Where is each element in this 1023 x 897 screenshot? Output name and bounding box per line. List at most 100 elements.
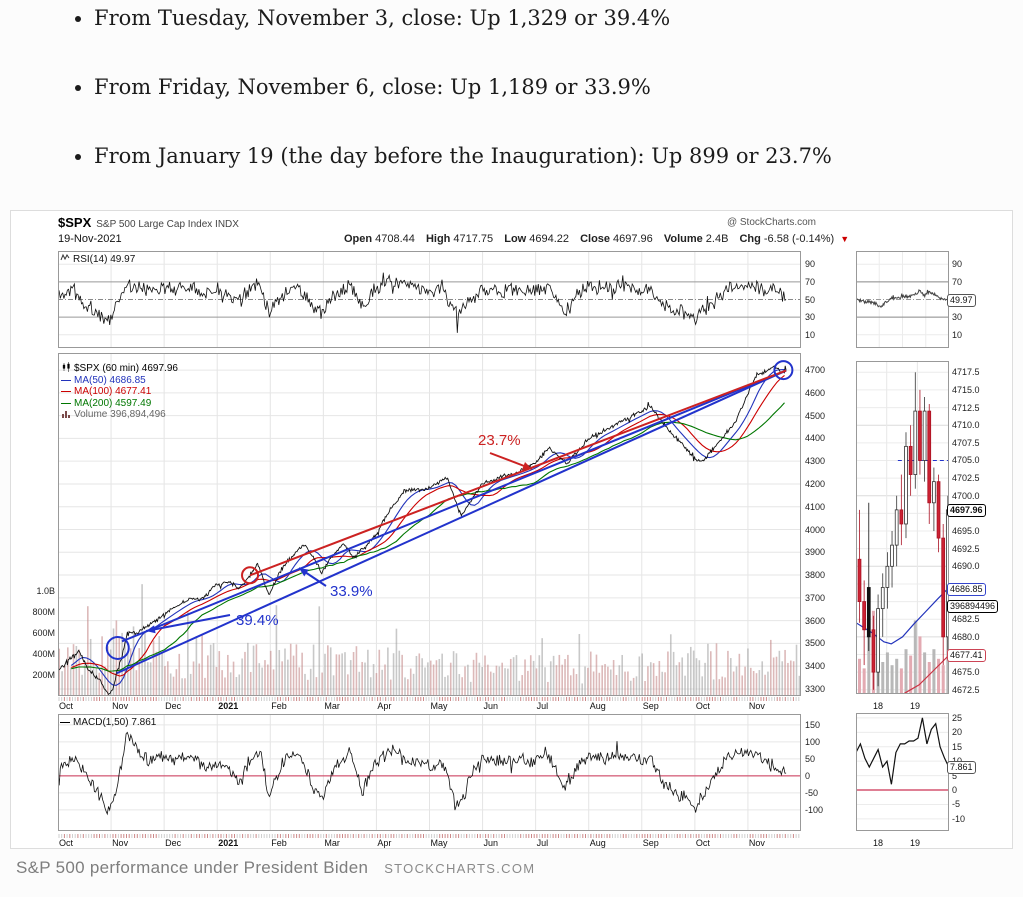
legend-label: MA(100) 4677.41 [74, 386, 152, 397]
legend-row: $SPX (60 min) 4697.96 [61, 362, 178, 376]
mini-rsi-axis-tick-label: 30 [952, 312, 963, 323]
month-axis-label: Aug [589, 838, 606, 848]
macd-legend: — MACD(1,50) 7.861 [60, 717, 156, 728]
price-value-tag: 4686.85 [947, 582, 986, 596]
mini-price-axis-tick-label: 4710.0 [952, 420, 980, 431]
bullet-item: From January 19 (the day before the Inau… [94, 142, 832, 170]
volume-axis-tick-label: 400M [32, 649, 55, 660]
mini-macd-axis-tick-label: 10 [952, 756, 962, 766]
month-axis-label: Dec [165, 701, 182, 711]
mini-price-axis-tick-label: 4690.0 [952, 561, 980, 572]
quote-label: Low [504, 233, 527, 245]
quote-label: Close [580, 233, 611, 245]
month-axis-label: May [430, 701, 448, 711]
quote-date: 19-Nov-2021 [58, 233, 122, 245]
quote-value: 2.4B [705, 233, 729, 245]
mini-macd-axis-tick-label: 25 [952, 712, 963, 723]
quote-value: -6.58 (-0.14%) [763, 233, 835, 245]
month-axis-label: Oct [59, 701, 74, 711]
caption-title: S&P 500 performance under President Bide… [16, 858, 369, 877]
bullet-item: From Tuesday, November 3, close: Up 1,32… [94, 4, 832, 32]
price-axis-tick-label: 4200 [805, 478, 826, 489]
ticker-symbol-text: $SPX [58, 215, 92, 230]
legend-row: — MA(100) 4677.41 [61, 386, 178, 398]
stock-chart: $SPX S&P 500 Large Cap Index INDX @ Stock… [10, 210, 1013, 849]
mini-macd-axis-tick-label: -5 [952, 799, 961, 810]
line-swatch: — [61, 397, 71, 409]
rsi-axis-tick-label: 50 [805, 294, 816, 305]
month-axis-label: 2021 [218, 701, 239, 711]
rsi-value-tag: 49.97 [947, 293, 976, 307]
day-axis-label: 19 [910, 838, 921, 848]
volume-axis-tick-label: 1.0B [36, 586, 55, 597]
macd-axis-tick-label: 50 [805, 753, 816, 764]
price-axis-tick-label: 3700 [805, 592, 826, 603]
rsi-axis-tick-label: 70 [805, 276, 816, 287]
volume-axis-tick-label: 200M [32, 670, 55, 681]
month-axis-label: Apr [377, 838, 392, 848]
month-axis-label: Feb [271, 701, 287, 711]
month-axis-label: Mar [324, 838, 340, 848]
price-axis-tick-label: 4500 [805, 410, 826, 421]
ohlc-quote-bar: Open 4708.44 High 4717.75 Low 4694.22 Close… [344, 233, 849, 245]
quote-label: High [425, 233, 451, 245]
mini-price-axis-tick-label: 4707.5 [952, 437, 980, 448]
month-axis-label: May [430, 838, 448, 848]
legend-label: MA(50) 4686.85 [74, 374, 146, 386]
mini-price-axis-tick-label: 4705.0 [952, 455, 980, 466]
day-axis-label: 18 [873, 701, 884, 711]
price-axis-tick-label: 4000 [805, 524, 826, 535]
price-axis-tick-label: 3600 [805, 615, 826, 626]
volume-bars-icon [61, 408, 71, 422]
legend-row: Volume 396,894,496 [61, 409, 178, 421]
quote-label: Chg [739, 233, 761, 245]
quote-value: 4694.22 [529, 233, 569, 245]
mini-price-axis-tick-label: 4680.0 [952, 631, 980, 642]
month-axis-label: Oct [695, 838, 710, 848]
candlestick-icon [61, 362, 71, 376]
month-axis-label: Apr [377, 701, 392, 711]
mini-price-axis-tick-label: 4675.0 [952, 667, 980, 678]
price-axis-tick-label: 3500 [805, 638, 826, 649]
price-axis-tick-label: 4400 [805, 433, 826, 444]
bullet-item: From Friday, November 6, close: Up 1,189… [94, 73, 832, 101]
price-value-tag: 4677.41 [947, 649, 986, 663]
mini-macd-axis-tick-label: 0 [952, 785, 958, 796]
month-axis-label: 2021 [218, 838, 239, 848]
month-axis-label: Mar [324, 701, 340, 711]
summary-bullet-list: From Tuesday, November 3, close: Up 1,32… [72, 4, 832, 211]
price-axis-tick-label: 4100 [805, 501, 826, 512]
volume-axis-tick-label: 600M [32, 628, 55, 639]
mini-macd-axis-tick-label: 15 [952, 741, 963, 752]
macd-panel [58, 714, 801, 831]
mini-price-axis-tick-label: 4672.5 [952, 684, 980, 695]
month-axis-label: Aug [589, 701, 606, 711]
price-axis-tick-label: 4700 [805, 365, 826, 376]
ticker-symbol: $SPX S&P 500 Large Cap Index INDX [58, 215, 239, 230]
month-axis-label: Nov [112, 701, 129, 711]
mini-price-axis-tick-label: 4692.5 [952, 543, 980, 554]
price-axis-tick-label: 4300 [805, 456, 826, 467]
indicator-zigzag-icon [60, 253, 70, 265]
session-tick-strip [58, 697, 800, 701]
rsi-axis-tick-label: 30 [805, 312, 816, 323]
price-panel-legend: $SPX (60 min) 4697.96— MA(50) 4686.85— MA(… [61, 362, 178, 421]
macd-axis-tick-label: -50 [805, 787, 819, 798]
mini-macd-panel [856, 713, 949, 831]
price-axis-tick-label: 4600 [805, 387, 826, 398]
month-axis-label: Jun [483, 838, 499, 848]
line-swatch: — [61, 374, 71, 386]
mini-rsi-axis-tick-label: 10 [952, 329, 963, 340]
rsi-axis-tick-label: 10 [805, 329, 816, 340]
quote-value: 4708.44 [375, 233, 415, 245]
mini-macd-axis-tick-label: 5 [952, 770, 958, 781]
month-axis-label: Jul [536, 701, 549, 711]
macd-axis-tick-label: -100 [805, 804, 824, 815]
month-axis-label: Feb [271, 838, 287, 848]
month-axis-label: Nov [112, 838, 129, 848]
day-axis-label: 18 [873, 838, 884, 848]
day-axis-label: 19 [910, 701, 921, 711]
caption-source: STOCKCHARTS.COM [384, 861, 536, 876]
macd-axis-tick-label: 150 [805, 719, 821, 730]
price-value-tag: 4697.96 [947, 504, 986, 518]
